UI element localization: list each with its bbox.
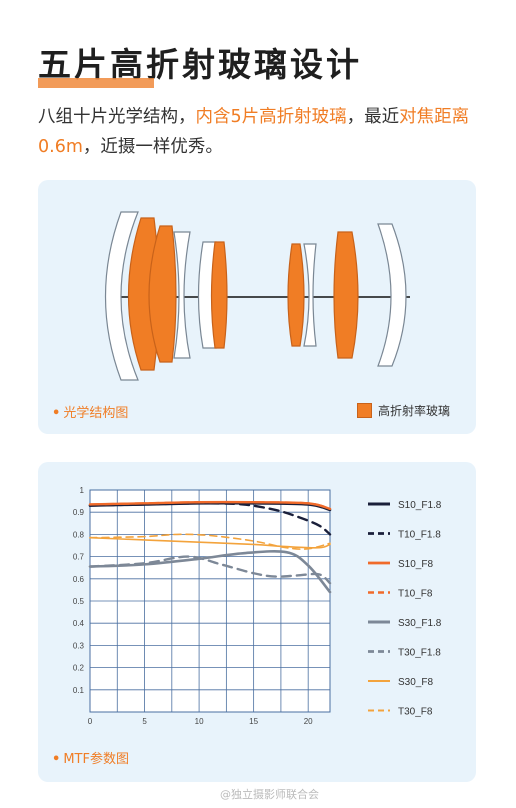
x-tick-label: 15 [249,717,258,726]
series-line-s30-f8 [89,536,331,549]
lens-element-8 [303,243,317,347]
lens-element-9-high-index [333,231,359,359]
lens-element-1 [104,211,139,381]
mtf-caption-text: MTF参数图 [63,752,129,767]
legend-label: S10_F8 [398,559,433,570]
x-tick-label: 10 [195,717,204,726]
legend-label: S30_F8 [398,677,433,688]
x-tick-label: 5 [142,717,147,726]
legend-label: T10_F8 [398,589,433,600]
optical-caption: • 光学结构图 [52,406,129,421]
series-line-s30-f1-8 [88,550,332,594]
series-line-t10-f8 [88,500,332,510]
y-tick-label: 0.1 [73,686,85,695]
legend-label: T30_F8 [398,707,433,718]
legend-label: S30_F1.8 [398,618,442,629]
legend-label: T30_F1.8 [398,648,441,659]
description-text-2: ，最近 [346,107,400,127]
y-tick-label: 0.6 [73,575,85,584]
description-text-3: ，近摄一样优秀。 [82,137,223,157]
y-tick-label: 0.8 [73,530,85,539]
series-line-t30-f8 [89,533,331,550]
y-tick-label: 0.7 [73,553,85,562]
description-highlight-1: 内含5片高折射玻璃 [195,107,347,127]
x-tick-label: 20 [304,717,313,726]
optical-structure-diagram [104,211,410,381]
lens-element-7-high-index [287,243,305,347]
y-tick-label: 0.4 [73,619,85,628]
lens-element-4 [173,231,191,359]
description-highlight-2: 对焦距离0.6m [38,107,470,157]
y-tick-label: 1 [80,486,85,495]
series-line-t30-f1-8 [88,555,332,585]
watermark: @独立摄影师联合会 [220,788,319,801]
mtf-card: 0.1 0.2 0.3 0.4 0.5 0.6 0.7 0.8 0.9 1 0 5 10 15 20 S10_… [38,462,476,782]
high-index-legend: 高折射率玻璃 [356,402,450,419]
x-tick-label: 0 [88,717,93,726]
optical-structure-card: • 光学结构图 高折射率玻璃 [38,180,476,434]
mtf-chart: 0.10.20.30.40.50.60.70.80.910 5 10 15 20S10_… [73,486,442,726]
high-index-swatch [356,403,372,418]
legend-label: S10_F1.8 [398,500,442,511]
y-tick-label: 0.3 [73,641,85,650]
optical-caption-text: 光学结构图 [63,406,129,421]
y-tick-label: 0.9 [73,508,85,517]
legend-label: T10_F1.8 [398,530,441,541]
y-tick-label: 0.5 [73,597,85,606]
description-text-1: 八组十片光学结构， [38,107,196,127]
lens-element-10 [377,223,407,367]
page-title: 五片高折射玻璃设计 [38,45,362,84]
title-underline [38,78,154,88]
lens-element-3-high-index [148,225,177,363]
y-tick-label: 0.2 [73,664,85,673]
mtf-caption: • MTF参数图 [52,752,129,767]
lens-element-6-high-index [210,241,228,349]
high-index-legend-label: 高折射率玻璃 [377,404,450,418]
description: 八组十片光学结构，内含5片高折射玻璃，最近对焦距离0.6m，近摄一样优秀。 [38,102,478,162]
